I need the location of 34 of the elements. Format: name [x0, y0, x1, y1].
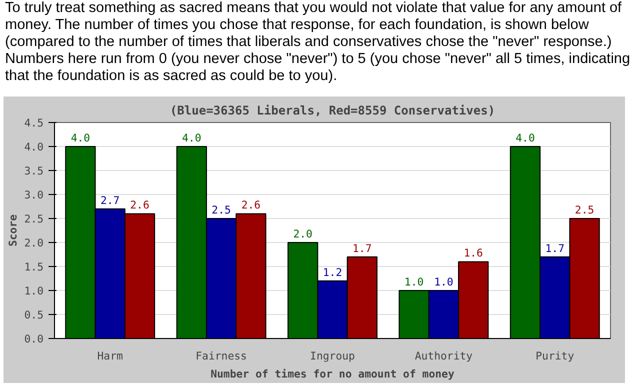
data-label: 2.5 [574, 204, 594, 216]
y-tick-label: 2.0 [24, 236, 44, 250]
data-label: 1.7 [545, 242, 565, 255]
data-label: 4.0 [182, 132, 202, 144]
data-label: 1.6 [464, 246, 483, 260]
data-label: 1.0 [404, 276, 424, 288]
y-tick-label: 0.5 [24, 308, 44, 322]
chart-subtitle: To truly treat something as sacred means that you would not violate that value for any amount of money. The number of times you chose that response, for each foundation, is shown below (compared to the number of times that liberals and conservatives chose the "never" response.) Numbers here run from 0 (you never chose "never") to 5 (you chose "never" all 5 times, indicating that the foundation is as sacred as could be to you). [5, 0, 632, 85]
x-tick-label: Harm [97, 350, 123, 362]
y-tick-label: 3.0 [24, 188, 44, 202]
x-axis-title: Number of times for no amount of money [210, 368, 455, 380]
y-axis-title: Score [6, 214, 20, 247]
y-tick-label: 2.5 [24, 212, 44, 226]
data-label: 2.6 [241, 198, 261, 212]
data-label: 1.0 [434, 276, 454, 288]
data-label: 2.5 [212, 204, 231, 216]
data-label: 2.7 [100, 194, 120, 207]
y-tick-label: 1.5 [24, 260, 44, 274]
data-label: 2.0 [293, 228, 312, 240]
x-tick-label: Purity [536, 350, 574, 362]
y-tick-label: 4.0 [24, 140, 44, 154]
y-tick-label: 0.0 [24, 332, 44, 346]
y-tick-label: 3.5 [24, 164, 44, 178]
data-label: 4.0 [516, 132, 535, 144]
chart-title: (Blue=36365 Liberals, Red=8559 Conservatives) [170, 104, 496, 118]
data-label: 1.2 [322, 266, 342, 279]
x-tick-label: Ingroup [310, 350, 355, 362]
x-tick-label: Fairness [196, 350, 247, 362]
y-tick-label: 4.5 [24, 116, 44, 130]
x-tick-label: Authority [414, 350, 473, 362]
data-label: 2.6 [130, 198, 150, 212]
data-label: 4.0 [70, 132, 90, 144]
y-tick-label: 1.0 [24, 284, 44, 298]
data-label: 1.7 [352, 242, 372, 255]
